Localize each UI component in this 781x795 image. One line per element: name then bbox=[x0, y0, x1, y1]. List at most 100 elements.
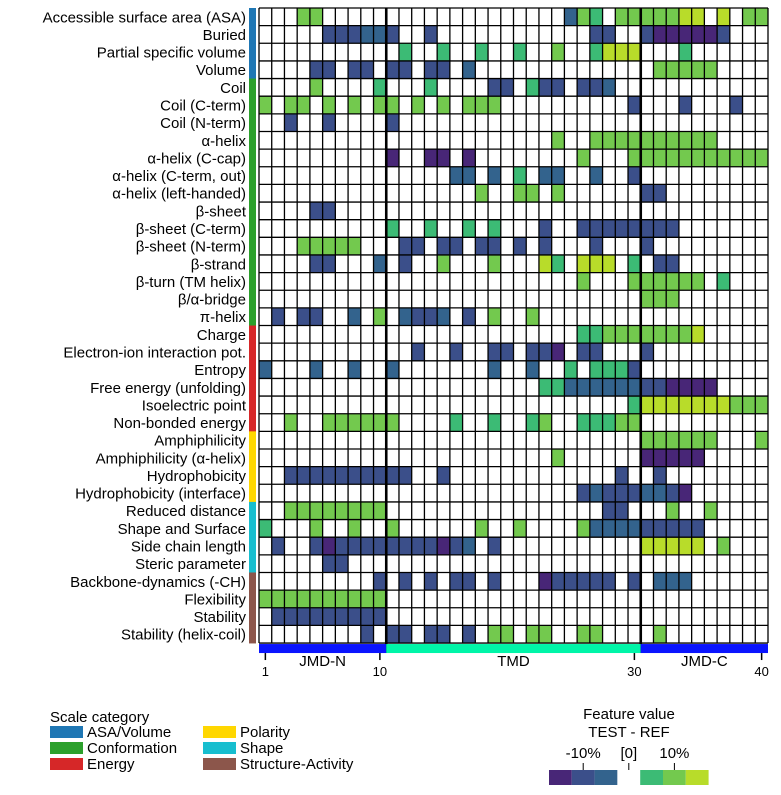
heatmap-cell bbox=[589, 325, 603, 344]
heatmap-cell bbox=[526, 184, 539, 203]
row-label: Amphiphilicity (α-helix) bbox=[96, 450, 246, 467]
heatmap-cell bbox=[678, 8, 692, 26]
heatmap-cell bbox=[551, 131, 565, 150]
heatmap-cell bbox=[704, 378, 718, 397]
heatmap-cell bbox=[615, 43, 629, 61]
heatmap-cell bbox=[551, 166, 565, 185]
category-bar-segment bbox=[249, 501, 256, 520]
category-bar-segment bbox=[249, 96, 256, 115]
category-bar-segment bbox=[249, 131, 256, 150]
value-legend-subtitle: TEST - REF bbox=[588, 724, 669, 741]
heatmap-cell bbox=[691, 396, 705, 414]
heatmap-cell bbox=[615, 501, 629, 520]
heatmap-cell bbox=[348, 360, 361, 379]
heatmap-cell bbox=[653, 290, 667, 308]
heatmap-cell bbox=[513, 519, 527, 538]
heatmap-cell bbox=[348, 413, 361, 432]
heatmap-cell bbox=[589, 625, 603, 644]
heatmap-cell bbox=[551, 449, 565, 467]
heatmap-cell bbox=[348, 60, 361, 79]
row-label: Free energy (unfolding) bbox=[90, 380, 246, 397]
heatmap-cell bbox=[564, 360, 578, 379]
heatmap-cell bbox=[335, 607, 349, 626]
heatmap-cell bbox=[577, 8, 590, 26]
heatmap-cell bbox=[322, 537, 336, 555]
heatmap-cell bbox=[437, 149, 450, 167]
heatmap-cell bbox=[640, 149, 654, 167]
heatmap-cell bbox=[462, 166, 476, 185]
heatmap-cell bbox=[678, 43, 692, 61]
heatmap-cell bbox=[678, 431, 692, 449]
colorbar-tick-label: [0] bbox=[620, 745, 637, 762]
heatmap-cell bbox=[373, 25, 387, 44]
heatmap-cell bbox=[551, 254, 565, 273]
row-label: α-helix (C-term, out) bbox=[112, 168, 246, 185]
heatmap-cell bbox=[691, 272, 705, 291]
heatmap-cell bbox=[628, 96, 641, 114]
category-bar-segment bbox=[249, 290, 256, 309]
row-label: β-sheet (N-term) bbox=[136, 239, 246, 256]
heatmap-cell bbox=[628, 519, 641, 538]
heatmap-cell bbox=[398, 572, 412, 591]
category-bar-segment bbox=[249, 413, 256, 432]
heatmap-cell bbox=[551, 572, 565, 591]
heatmap-cell bbox=[666, 325, 679, 344]
heatmap-cell bbox=[628, 43, 641, 61]
heatmap-cell bbox=[589, 219, 603, 238]
heatmap-cell bbox=[475, 184, 489, 203]
heatmap-cell bbox=[666, 149, 679, 167]
category-legend: Scale category ASA/VolumeConformationEne… bbox=[50, 709, 354, 773]
heatmap-cell bbox=[691, 449, 705, 467]
heatmap-cell bbox=[628, 396, 641, 414]
heatmap-cell bbox=[704, 25, 718, 44]
category-bar-segment bbox=[249, 378, 256, 397]
heatmap-cell bbox=[424, 78, 438, 97]
heatmap-cell bbox=[577, 625, 590, 644]
heatmap-cell bbox=[488, 360, 501, 379]
heatmap-cell bbox=[259, 360, 272, 379]
heatmap-cell bbox=[653, 572, 667, 591]
row-label: β-strand bbox=[191, 256, 246, 273]
heatmap-cell bbox=[500, 78, 514, 97]
heatmap-cell bbox=[513, 43, 527, 61]
heatmap-cell bbox=[437, 254, 450, 273]
category-bar-segment bbox=[249, 360, 256, 379]
row-label: β-turn (TM helix) bbox=[136, 274, 246, 291]
heatmap-cell bbox=[360, 60, 374, 79]
heatmap-cell bbox=[322, 202, 336, 220]
heatmap-cell bbox=[691, 149, 705, 167]
heatmap-cell bbox=[335, 237, 349, 255]
heatmap-cell bbox=[538, 572, 552, 591]
heatmap-cell bbox=[653, 396, 667, 414]
heatmap-cell bbox=[348, 537, 361, 555]
row-label: Non-bonded energy bbox=[113, 415, 246, 432]
row-label: Backbone-dynamics (-CH) bbox=[70, 574, 246, 591]
heatmap-cell bbox=[373, 501, 387, 520]
heatmap-cell bbox=[653, 8, 667, 26]
heatmap-cell bbox=[602, 131, 616, 150]
heatmap-cell bbox=[322, 254, 336, 273]
heatmap-cell bbox=[297, 8, 310, 26]
heatmap-cell bbox=[628, 572, 641, 591]
heatmap-cell bbox=[424, 537, 438, 555]
row-label: α-helix (left-handed) bbox=[112, 186, 246, 203]
heatmap-cell bbox=[717, 149, 730, 167]
heatmap-cell bbox=[615, 413, 629, 432]
heatmap-cell bbox=[640, 290, 654, 308]
category-bar-segment bbox=[249, 554, 256, 573]
heatmap-cell bbox=[488, 254, 501, 273]
heatmap-cell bbox=[538, 254, 552, 273]
heatmap-cell bbox=[602, 413, 616, 432]
category-bar-segment bbox=[249, 519, 256, 538]
heatmap-cell bbox=[678, 60, 692, 79]
x-axis: 1 10 30 40 bbox=[262, 653, 769, 679]
category-bar-segment bbox=[249, 272, 256, 291]
heatmap-cell bbox=[309, 607, 323, 626]
heatmap-cell bbox=[615, 484, 629, 502]
heatmap-cell bbox=[360, 501, 374, 520]
heatmap-cell bbox=[309, 519, 323, 538]
heatmap-cell bbox=[462, 60, 476, 79]
heatmap-cell bbox=[309, 360, 323, 379]
heatmap-cell bbox=[602, 484, 616, 502]
heatmap-cell bbox=[284, 501, 298, 520]
